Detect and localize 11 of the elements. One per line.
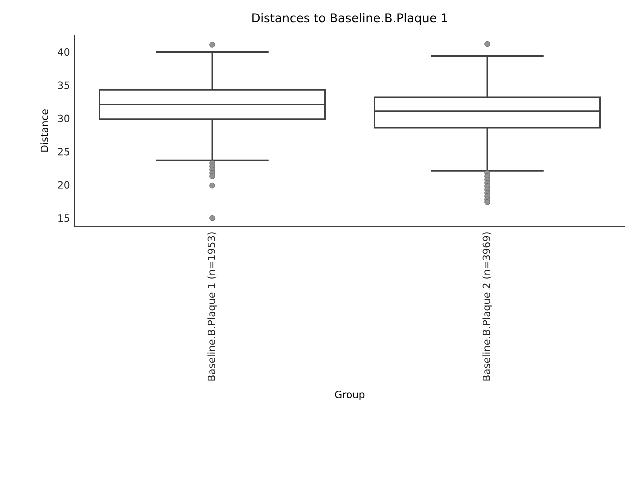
x-tick-label: Baseline.B.Plaque 2 (n=3969) xyxy=(482,232,492,381)
y-tick-label: 15 xyxy=(58,214,70,222)
chart-title: Distances to Baseline.B.Plaque 1 xyxy=(252,13,448,25)
x-tick-label: Baseline.B.Plaque 1 (n=1953) xyxy=(208,232,218,381)
y-tick-label: 40 xyxy=(58,48,70,56)
y-tick-label: 35 xyxy=(58,82,70,90)
y-tick-label: 20 xyxy=(58,181,70,189)
y-tick-label: 30 xyxy=(58,114,70,122)
x-axis-title: Group xyxy=(335,390,365,400)
y-axis-title: Distance xyxy=(40,110,48,152)
y-tick-label: 25 xyxy=(58,148,70,156)
